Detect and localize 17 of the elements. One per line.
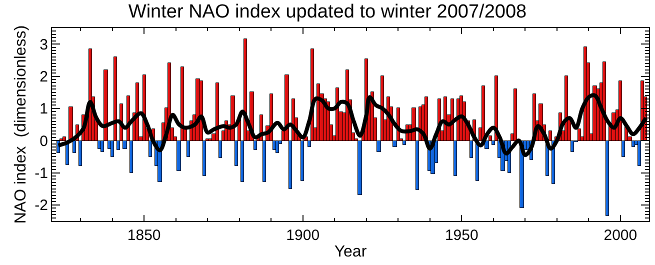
y-tick-label: 3: [40, 36, 48, 54]
y-tick-label: 1: [40, 100, 48, 118]
x-tick-label: 2000: [604, 227, 638, 244]
y-tick-label: 0: [40, 132, 48, 150]
bar: [68, 106, 73, 141]
x-tick-label: 1850: [127, 227, 161, 244]
bar: [276, 140, 279, 153]
x-tick-label: 1950: [444, 227, 478, 244]
y-tick-label: -2: [34, 197, 48, 214]
y-tick-label: 2: [40, 68, 48, 86]
y-axis-title: NAO index (dimensionless): [12, 25, 30, 224]
x-tick-label: 1900: [286, 227, 320, 244]
chart-title: Winter NAO index updated to winter 2007/2008: [128, 1, 527, 22]
y-tick-label: -1: [34, 165, 48, 182]
bar: [578, 128, 581, 141]
x-axis-title: Year: [334, 244, 368, 261]
bar: [632, 140, 635, 147]
